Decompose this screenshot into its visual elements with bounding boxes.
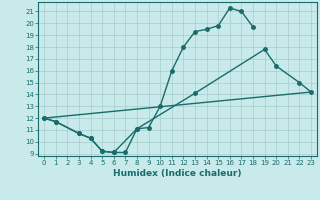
X-axis label: Humidex (Indice chaleur): Humidex (Indice chaleur) (113, 169, 242, 178)
